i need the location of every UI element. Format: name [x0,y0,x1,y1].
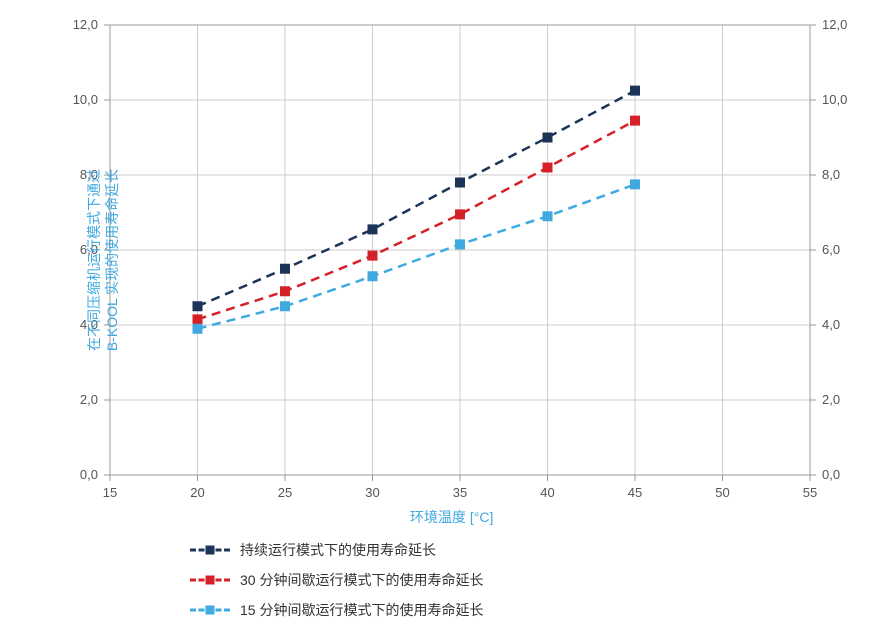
svg-text:10,0: 10,0 [822,92,847,107]
svg-text:15: 15 [103,485,117,500]
legend-swatch [190,550,230,551]
legend-label: 持续运行模式下的使用寿命延长 [240,540,436,560]
svg-text:0,0: 0,0 [80,467,98,482]
svg-text:35: 35 [453,485,467,500]
svg-text:45: 45 [628,485,642,500]
svg-text:10,0: 10,0 [73,92,98,107]
legend-swatch [190,610,230,611]
legend-item: 15 分钟间歇运行模式下的使用寿命延长 [190,600,483,620]
svg-text:30: 30 [365,485,379,500]
y-axis-label: 在不同压缩机运行模式下通过 B-KOOL 实现的使用寿命延长 [85,169,121,351]
svg-text:2,0: 2,0 [822,392,840,407]
svg-text:50: 50 [715,485,729,500]
y-axis-label-line2: B-KOOL 实现的使用寿命延长 [103,169,121,351]
chart-svg: 0,00,02,02,04,04,06,06,08,08,010,010,012… [0,0,880,530]
svg-text:4,0: 4,0 [822,317,840,332]
legend-label: 30 分钟间歇运行模式下的使用寿命延长 [240,570,483,590]
x-axis-label: 环境温度 [°C] [410,507,493,527]
svg-text:2,0: 2,0 [80,392,98,407]
chart-container: 在不同压缩机运行模式下通过 B-KOOL 实现的使用寿命延长 0,0 0,0 2,0… [0,0,880,630]
legend-item: 30 分钟间歇运行模式下的使用寿命延长 [190,570,483,590]
svg-text:25: 25 [278,485,292,500]
legend-swatch [190,580,230,581]
svg-text:12,0: 12,0 [822,17,847,32]
svg-text:6,0: 6,0 [822,242,840,257]
svg-text:55: 55 [803,485,817,500]
svg-text:40: 40 [540,485,554,500]
y-axis-label-line1: 在不同压缩机运行模式下通过 [85,169,103,351]
svg-text:0,0: 0,0 [822,467,840,482]
svg-text:20: 20 [190,485,204,500]
legend-item: 持续运行模式下的使用寿命延长 [190,540,483,560]
legend: 持续运行模式下的使用寿命延长 30 分钟间歇运行模式下的使用寿命延长 15 分钟间歇… [190,540,483,630]
svg-text:8,0: 8,0 [822,167,840,182]
legend-label: 15 分钟间歇运行模式下的使用寿命延长 [240,600,483,620]
svg-text:12,0: 12,0 [73,17,98,32]
